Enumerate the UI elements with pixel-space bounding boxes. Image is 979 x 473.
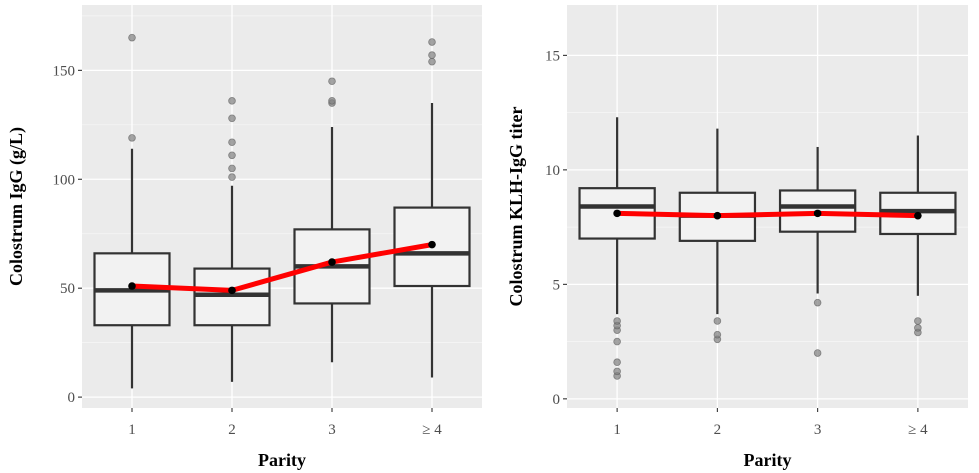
panel1-x-tick-label: 1 [128, 422, 136, 438]
panel1-box-2 [193, 97, 271, 382]
panel2-mean-point [914, 211, 922, 220]
panel2-outlier-point [813, 349, 822, 357]
panel1-outlier-point [228, 114, 236, 123]
panel1-y-axis-title: Colostrum IgG (g/L) [6, 127, 27, 286]
panel2-x-tick-label: 2 [714, 422, 722, 438]
panel2-outlier-point [713, 330, 722, 339]
panel2-mean-point [613, 209, 621, 218]
panel1-x-tick-label: 3 [328, 422, 336, 438]
panel1-outlier-point [128, 134, 136, 142]
panel2-outlier-point [613, 358, 621, 367]
panel1-outlier-point [228, 173, 236, 181]
panel2-outlier-point [813, 298, 822, 307]
panel2-outlier-point [613, 337, 621, 346]
panel2-mean-point [713, 211, 722, 220]
panel1-x-tick-label: ≥ 4 [422, 422, 442, 438]
panel2-y-axis-title: Colostrum KLH-IgG titer [506, 107, 526, 307]
panel1-y-tick-label: 100 [53, 172, 76, 188]
panel1-outlier-point [428, 38, 436, 46]
panel2-mean-point [813, 209, 822, 218]
panel2-outlier-point [914, 317, 922, 325]
panel2-outlier-point [613, 317, 621, 325]
panel1-outlier-point [428, 51, 436, 59]
panel1-y-tick-label: 150 [53, 63, 76, 79]
panel2-chart: 0 5 10 15 1 2 3 ≥ 4 Parity Colostrum KLH-IgG tite… [506, 5, 968, 470]
panel1-outlier-point [128, 33, 136, 42]
panel1-y-tick-label: 0 [68, 390, 76, 406]
panel1-y-tick-label: 50 [60, 281, 75, 297]
panel1-outlier-point [228, 164, 236, 173]
panel1-outlier-point [228, 151, 236, 160]
panel1-mean-point [328, 258, 336, 266]
panel2-y-tick-label: 15 [545, 48, 560, 64]
panel2-y-tick-label: 5 [553, 277, 561, 293]
panel1-mean-point [228, 286, 236, 295]
panel2-y-tick-label: 10 [545, 163, 560, 179]
panel2-mean-line [614, 210, 921, 219]
panel1-outlier-point [228, 138, 236, 147]
panel2-x-axis-title: Parity [744, 450, 792, 470]
panel1-outlier-point [328, 77, 336, 86]
panel1-outlier-point [428, 57, 436, 66]
panel2-x-tick-label: ≥ 4 [908, 422, 928, 438]
panel2-outlier-point [713, 317, 722, 325]
panel1-x-axis-title: Parity [258, 450, 306, 470]
panel2-x-tick-label: 3 [814, 422, 822, 438]
panel1-mean-point [128, 282, 136, 290]
panel2-outlier-point [613, 367, 621, 376]
panel2-outlier-point [914, 324, 922, 332]
panel2-box-1 [578, 117, 656, 380]
panel1-mean-line [129, 242, 435, 293]
panel1-mean-point [428, 240, 436, 249]
panel1-box-3 [293, 77, 371, 363]
panel1-x-tick-label: 2 [228, 422, 236, 438]
panel2-y-tick-label: 0 [553, 392, 561, 408]
panel1-outlier-point [328, 97, 336, 105]
panel1-outlier-point [228, 97, 236, 105]
panel1-chart: 0 50 100 150 1 2 3 ≥ 4 Parity Colostrum IgG (g/L) [6, 5, 482, 470]
panel2-x-tick-label: 1 [613, 422, 621, 438]
